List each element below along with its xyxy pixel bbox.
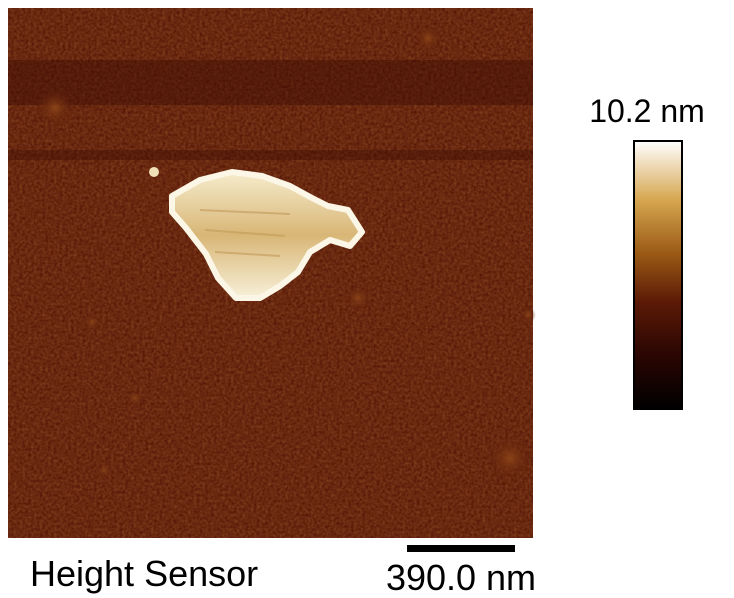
scale-bar: 390.0 nm — [386, 545, 536, 598]
caption: Height Sensor — [30, 553, 258, 594]
afm-image — [8, 8, 536, 538]
colorbar: 10.2 nm — [589, 93, 705, 409]
afm-figure: 10.2 nm Height Sensor 390.0 nm — [0, 0, 734, 598]
scale-bar-label: 390.0 nm — [386, 557, 536, 598]
colorbar-max-label: 10.2 nm — [589, 93, 705, 129]
